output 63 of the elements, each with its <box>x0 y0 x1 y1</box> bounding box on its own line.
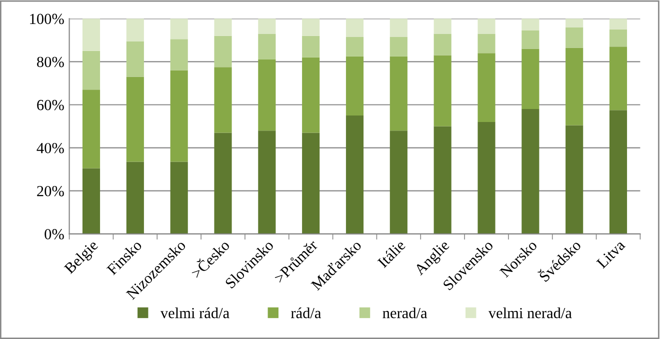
y-tick-label: 80% <box>37 56 64 68</box>
bar <box>302 36 320 58</box>
bar <box>346 18 364 37</box>
bar <box>390 56 408 131</box>
bar <box>170 39 188 70</box>
bar <box>214 132 232 234</box>
bar <box>170 18 188 40</box>
bar <box>434 18 452 34</box>
y-tick-label: 20% <box>37 186 64 196</box>
legend-label: velmi nerad/a <box>488 307 572 318</box>
bar <box>390 36 408 56</box>
bar <box>126 41 144 77</box>
bar <box>478 53 496 122</box>
bar <box>258 60 276 131</box>
bar <box>302 57 320 133</box>
bar <box>609 18 628 30</box>
bar <box>478 18 496 34</box>
bar <box>566 125 584 234</box>
x-tick-label: Itálie <box>376 239 406 268</box>
bar <box>82 168 100 234</box>
bar <box>434 55 452 126</box>
bar <box>390 18 408 37</box>
bar <box>522 48 540 110</box>
bar <box>170 162 188 234</box>
legend-label: nerad/a <box>382 307 428 318</box>
bar <box>566 27 584 48</box>
bar <box>522 18 540 30</box>
bar <box>126 76 144 162</box>
bar <box>522 30 540 49</box>
legend-label: rád/a <box>291 307 322 318</box>
bar <box>346 56 364 116</box>
bar <box>258 18 276 34</box>
bar <box>478 34 496 54</box>
bar <box>609 29 628 47</box>
bar <box>346 36 364 56</box>
bar <box>434 34 452 56</box>
bar <box>390 130 408 234</box>
bar <box>82 18 100 51</box>
bar <box>82 50 100 90</box>
bar <box>126 18 144 42</box>
bar <box>302 18 320 36</box>
bar <box>566 18 584 28</box>
bar <box>82 90 100 168</box>
y-tick-label: 40% <box>36 142 64 154</box>
y-tick-label: 0% <box>44 229 64 240</box>
bar <box>609 110 628 234</box>
bar <box>434 126 452 234</box>
legend-label: velmi rád/a <box>160 307 230 318</box>
bar <box>214 67 232 133</box>
bar <box>258 130 276 234</box>
y-tick-label: 100% <box>30 14 64 24</box>
bar <box>609 46 628 110</box>
bar <box>302 132 320 234</box>
bar <box>522 109 540 234</box>
bar <box>214 36 232 68</box>
bar <box>478 122 496 234</box>
bar <box>170 70 188 162</box>
bar <box>126 162 144 234</box>
bar <box>258 34 276 60</box>
bar <box>214 18 232 36</box>
y-tick-label: 60% <box>37 100 64 110</box>
bar <box>566 48 584 126</box>
bar <box>346 116 364 234</box>
